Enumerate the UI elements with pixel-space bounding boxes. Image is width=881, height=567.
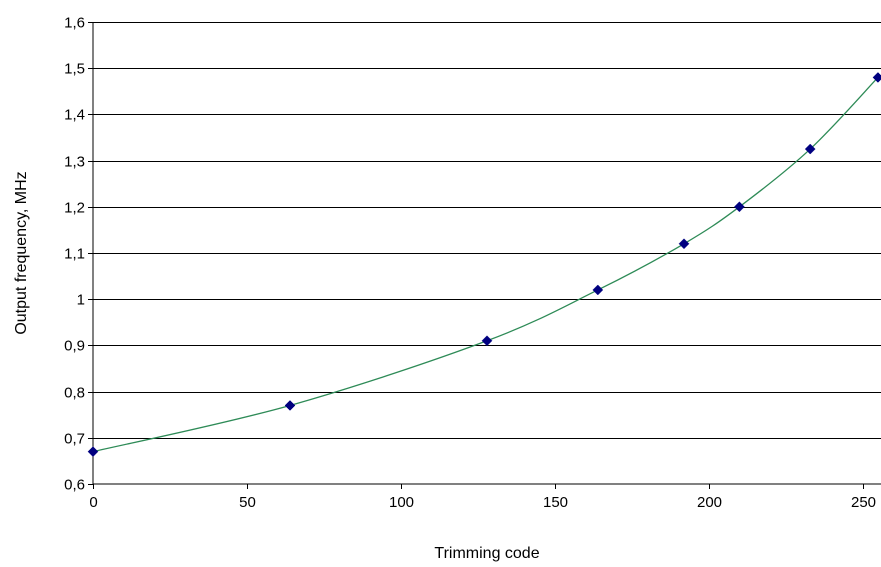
series-line-group — [92, 76, 879, 453]
data-point-marker — [872, 72, 881, 83]
y-tick-labels: 0,6 0,7 0,8 0,9 1 1,1 1,2 1,3 1,4 1,5 1,6 — [64, 15, 93, 494]
data-point-marker — [592, 284, 604, 296]
data-point-marker — [87, 446, 99, 458]
data-point-marker — [678, 238, 690, 250]
y-tick-label: 1,4 — [64, 107, 85, 124]
y-tick-label: 1,3 — [64, 154, 85, 171]
x-tick-label: 100 — [389, 494, 414, 511]
data-point-marker — [734, 201, 745, 213]
x-tick-label: 250 — [851, 494, 876, 511]
y-tick-label: 1,1 — [64, 246, 85, 263]
y-tick-label: 1,2 — [64, 200, 85, 217]
x-tick-label: 50 — [239, 494, 256, 511]
data-markers — [87, 72, 881, 458]
x-tick-label: 150 — [543, 494, 568, 511]
y-axis-title: Output frequency, MHz — [13, 171, 30, 334]
x-tick-label: 200 — [697, 494, 722, 511]
x-axis-title: Trimming code — [434, 545, 539, 562]
y-tick-label: 1,5 — [64, 61, 85, 78]
y-tick-label: 0,9 — [64, 338, 85, 355]
y-tick-label: 0,6 — [64, 477, 85, 494]
x-tick-labels: 0 50 100 150 200 250 — [89, 484, 876, 511]
y-tick-label: 0,8 — [64, 385, 85, 402]
data-point-marker — [804, 143, 816, 155]
y-tick-label: 0,7 — [64, 431, 85, 448]
data-point-marker — [284, 400, 296, 411]
x-tick-label: 0 — [89, 494, 97, 511]
gridlines — [93, 22, 881, 439]
data-point-marker — [481, 335, 493, 347]
y-tick-label: 1,6 — [64, 15, 85, 32]
y-tick-label: 1 — [77, 292, 85, 309]
series-line — [92, 76, 879, 453]
